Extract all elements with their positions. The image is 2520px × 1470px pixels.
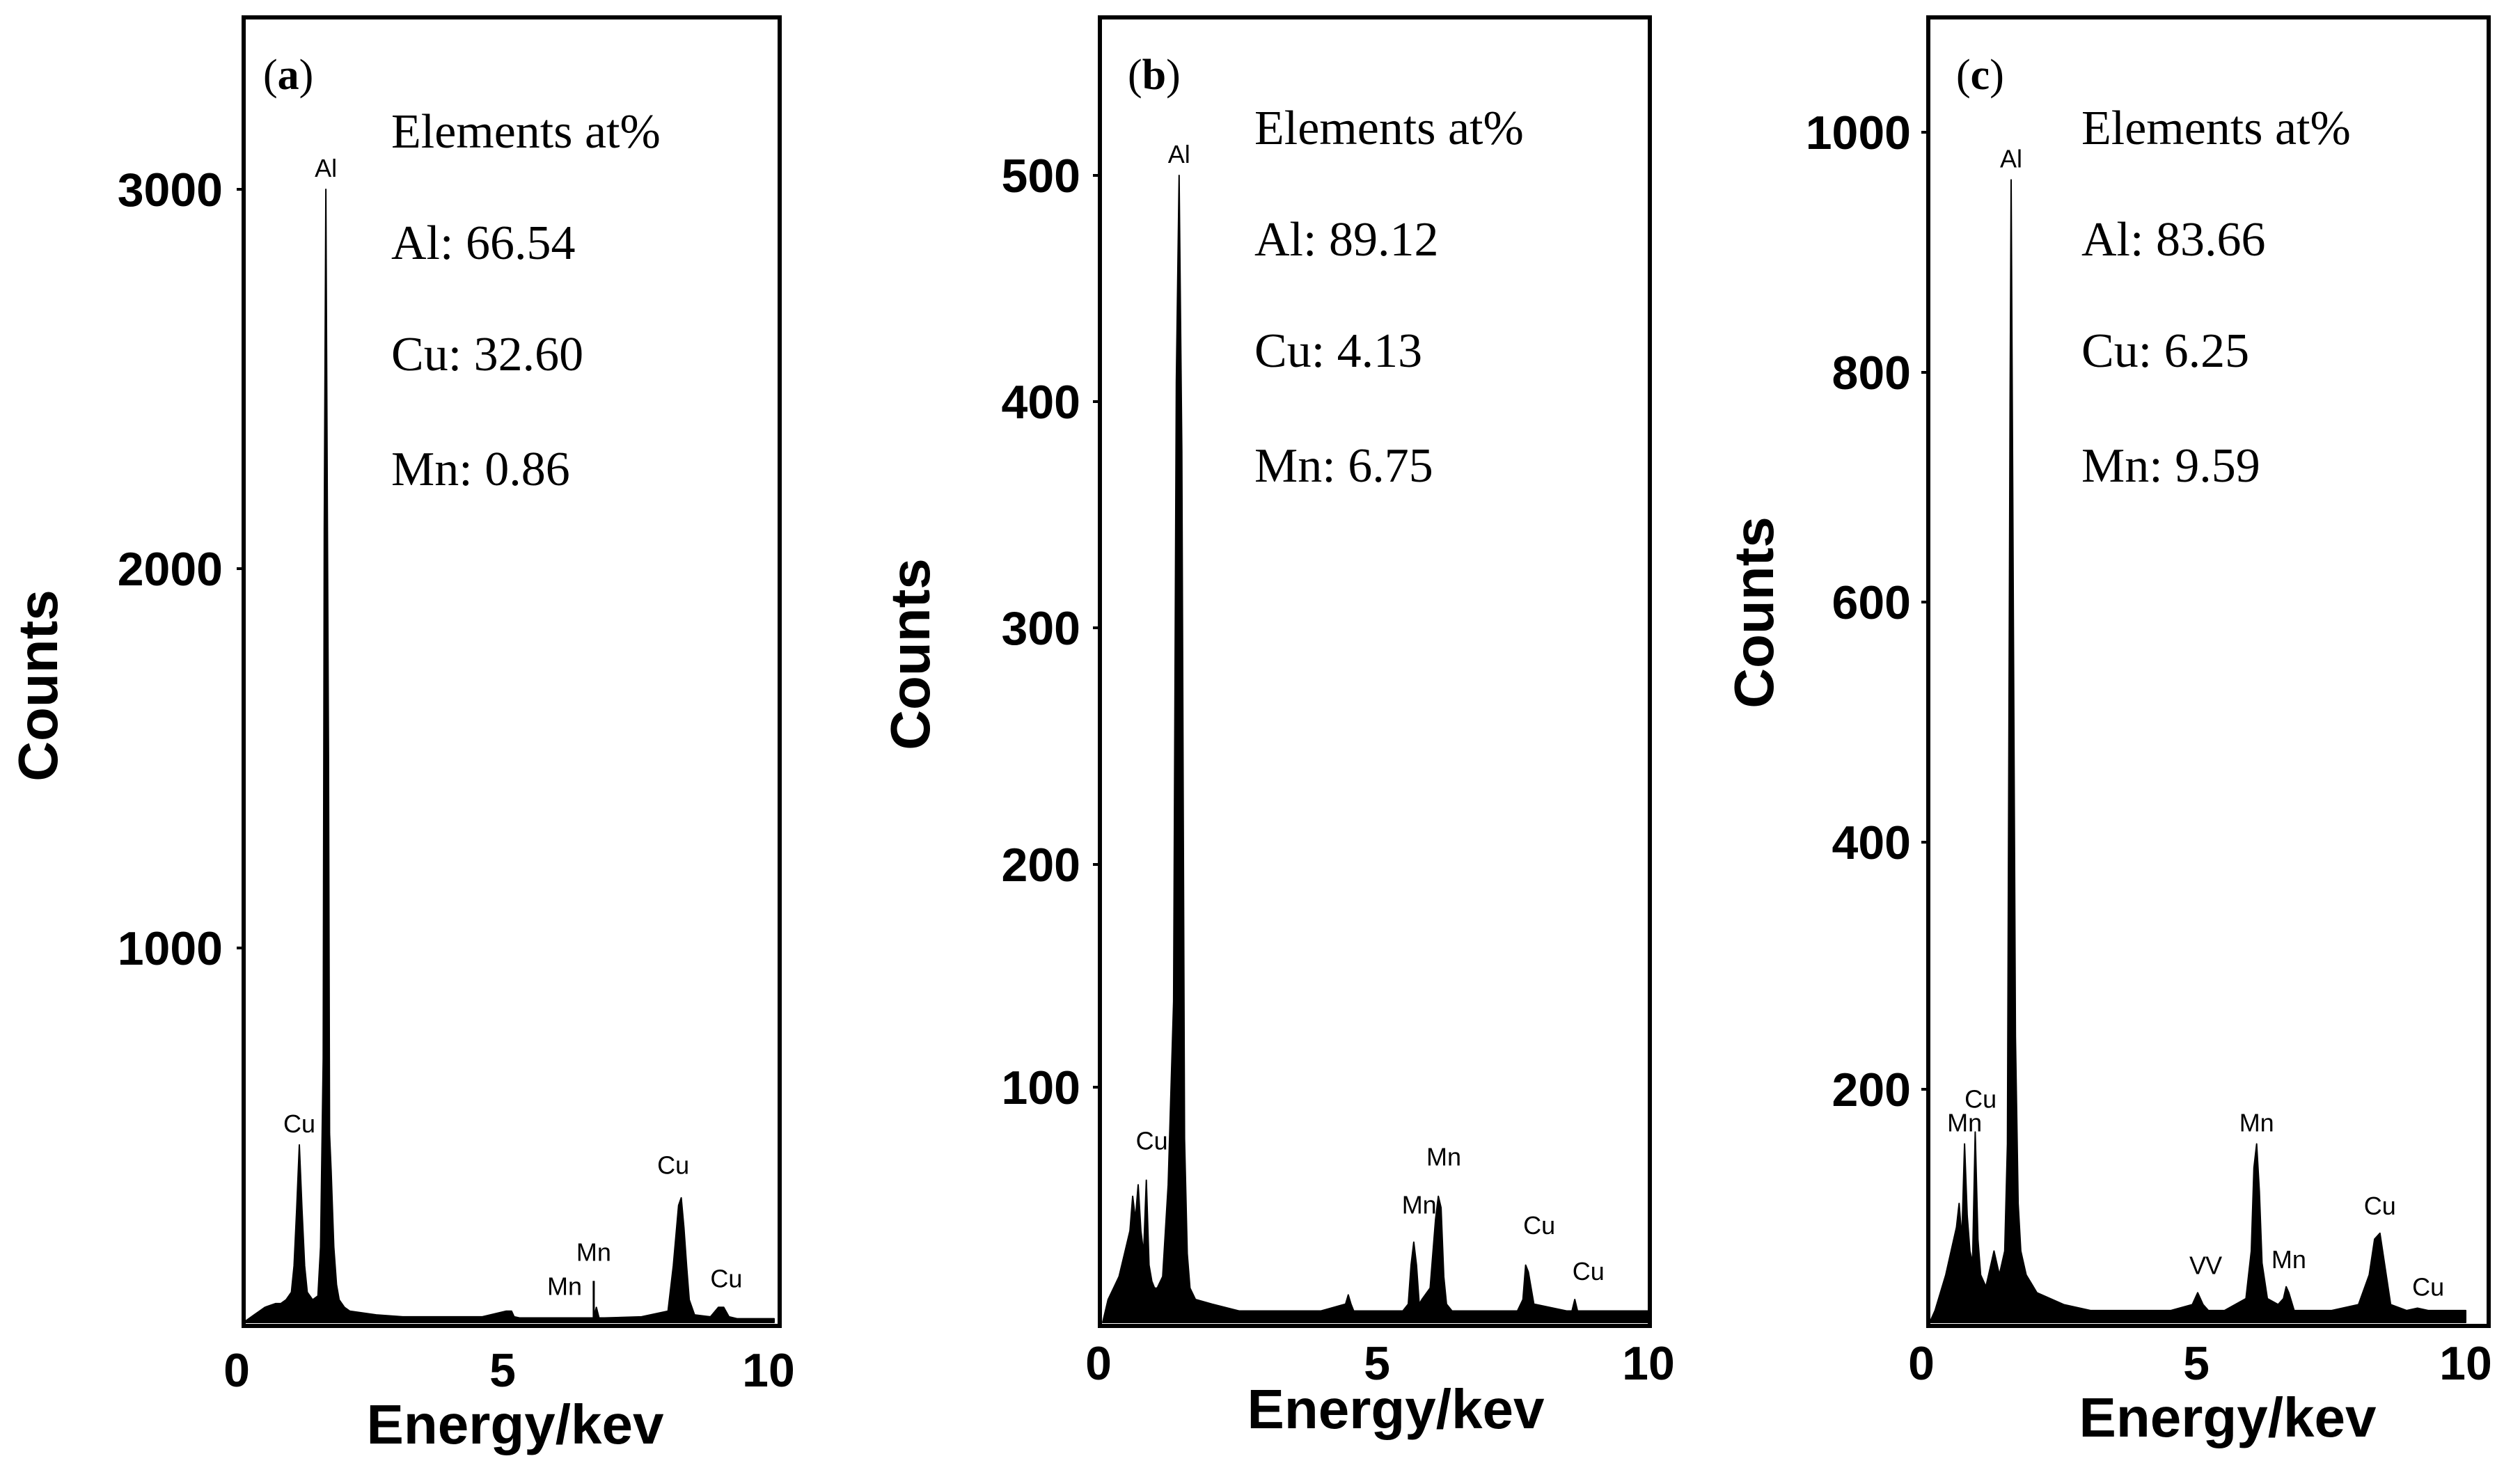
x-tick-label: 0	[1085, 1337, 1112, 1390]
peak-label-mn: Mn	[547, 1272, 582, 1300]
x-tick-label: 10	[2439, 1337, 2492, 1390]
y-tick-label: 400	[1832, 816, 1911, 869]
y-tick-label: 400	[1002, 376, 1080, 429]
panel-b-y-ticks: 100 200 300 400 500	[1002, 150, 1101, 1114]
panel-b-x-ticks: 0 5 10	[1085, 1337, 1675, 1390]
panel-b: (b) Elements at% Al: 89.12 Cu: 4.13 Mn: …	[879, 15, 1675, 1440]
x-tick-label: 10	[742, 1344, 795, 1397]
panel-a-legend-cu: Cu: 32.60	[391, 328, 583, 381]
y-tick-label: 200	[1002, 839, 1080, 892]
panel-a-x-ticks: 0 5 10	[223, 1344, 795, 1397]
panel-c-legend-title: Elements at%	[2081, 102, 2351, 155]
y-tick-label: 200	[1832, 1064, 1911, 1116]
peak-label-mn: Mn	[2271, 1245, 2306, 1274]
x-tick-label: 5	[1364, 1337, 1390, 1390]
panel-c-y-axis-title: Counts	[1723, 516, 1785, 709]
spectrum-trace	[1929, 179, 2466, 1323]
y-tick-label: 500	[1002, 150, 1080, 203]
peak-label-cu: Cu	[1523, 1211, 1555, 1240]
panel-c-tag: (c)	[1956, 52, 2004, 99]
peak-label-cu: Cu	[2364, 1192, 2396, 1220]
peak-label-cu: Cu	[2412, 1273, 2444, 1302]
y-tick-label: 600	[1832, 576, 1911, 629]
x-tick-label: 10	[1622, 1337, 1675, 1390]
peak-label-cu: Cu	[1964, 1084, 1997, 1113]
peak-label-mn: Mn	[576, 1238, 611, 1267]
x-tick-label: 5	[489, 1344, 516, 1397]
x-tick-label: 0	[1908, 1337, 1935, 1390]
panel-a-legend-mn: Mn: 0.86	[391, 443, 570, 496]
panel-a-y-axis-title: Counts	[7, 590, 69, 782]
panel-a-legend-title: Elements at%	[391, 105, 661, 159]
peak-label-mn: Mn	[2239, 1109, 2274, 1137]
panel-a-legend-al: Al: 66.54	[391, 216, 575, 270]
spectrum-trace	[1102, 175, 1649, 1323]
y-tick-label: 300	[1002, 602, 1080, 655]
peak-label-al: Al	[2000, 144, 2022, 173]
peak-label-cu: Cu	[1136, 1126, 1168, 1155]
panel-b-x-axis-title: Energy/kev	[1247, 1378, 1545, 1440]
peak-label-v: V	[2189, 1251, 2206, 1280]
peak-label-al: Al	[1168, 140, 1190, 168]
peak-label-cu: Cu	[283, 1109, 315, 1138]
panel-a-y-ticks: 1000 2000 3000	[118, 164, 245, 975]
panel-a: (a) Elements at% Al: 66.54 Cu: 32.60 Mn:…	[7, 15, 795, 1455]
panel-b-y-axis-title: Counts	[879, 558, 941, 750]
peak-label-al: Al	[315, 154, 337, 182]
peak-label-mn: Mn	[1402, 1191, 1437, 1219]
panel-b-frame	[1098, 15, 1652, 1328]
panel-c-legend-mn: Mn: 9.59	[2081, 439, 2260, 493]
panel-c-legend-cu: Cu: 6.25	[2081, 324, 2249, 378]
x-tick-label: 0	[223, 1344, 250, 1397]
peak-label-mn: Mn	[1426, 1142, 1461, 1171]
panel-a-x-axis-title: Energy/kev	[367, 1393, 664, 1455]
panel-c-x-axis-title: Energy/kev	[2079, 1386, 2377, 1448]
peak-label-cu: Cu	[657, 1151, 689, 1180]
y-tick-label: 100	[1002, 1061, 1080, 1114]
panel-a-tag: (a)	[263, 52, 313, 99]
y-tick-label: 1000	[1806, 106, 1911, 159]
panel-a-frame	[242, 15, 782, 1328]
panel-b-legend-title: Elements at%	[1254, 102, 1524, 155]
y-tick-label: 800	[1832, 347, 1911, 400]
y-tick-label: 3000	[118, 164, 223, 216]
peak-label-v: V	[2205, 1251, 2222, 1280]
panel-b-plot: Al Cu Mn Mn Cu Cu	[1102, 140, 1649, 1323]
x-tick-label: 5	[2183, 1337, 2210, 1390]
panel-c-legend-al: Al: 83.66	[2081, 213, 2265, 267]
y-tick-label: 2000	[118, 543, 223, 596]
spectrum-trace	[243, 189, 775, 1323]
panel-c-x-ticks: 0 5 10	[1908, 1337, 2492, 1390]
peak-label-cu: Cu	[1573, 1257, 1605, 1286]
panel-c: (c) Elements at% Al: 83.66 Cu: 6.25 Mn: …	[1723, 15, 2492, 1448]
panel-b-legend-mn: Mn: 6.75	[1254, 439, 1433, 493]
panel-b-legend-cu: Cu: 4.13	[1254, 324, 1422, 378]
panel-c-y-ticks: 200 400 600 800 1000	[1806, 106, 1930, 1116]
y-tick-label: 1000	[118, 922, 223, 975]
panel-a-plot: Al Cu Mn Mn Cu Cu	[243, 154, 775, 1323]
panel-b-legend-al: Al: 89.12	[1254, 213, 1438, 267]
panel-b-tag: (b)	[1128, 52, 1181, 99]
peak-label-mn: Mn	[1947, 1109, 1982, 1137]
panel-c-frame	[1926, 15, 2491, 1328]
peak-label-cu: Cu	[710, 1264, 742, 1293]
